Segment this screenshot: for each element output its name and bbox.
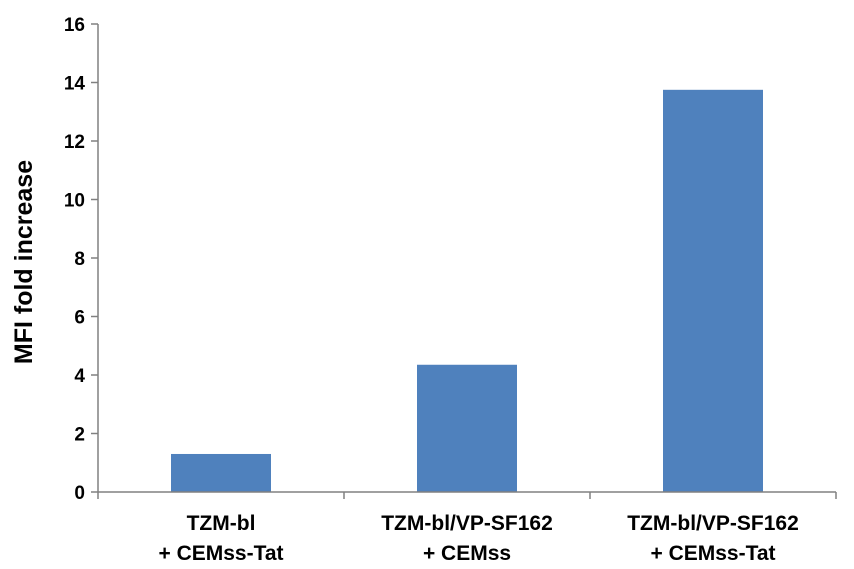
y-tick-label: 10 (64, 191, 85, 212)
x-category-label: TZM-bl + CEMss-Tat (158, 512, 283, 565)
x-axis: TZM-bl + CEMss-Tat TZM-bl/VP-SF162 + CEMss T… (97, 491, 837, 565)
y-tick-label: 0 (74, 483, 85, 504)
bars-group (171, 89, 763, 492)
y-tick-label: 8 (74, 249, 85, 270)
y-tick-label: 16 (64, 15, 85, 36)
bar-2 (417, 364, 517, 492)
x-category-label: TZM-bl/VP-SF162 + CEMss-Tat (627, 512, 799, 565)
y-tick-label: 12 (64, 132, 85, 153)
y-tick-label: 14 (64, 74, 86, 95)
y-tick-label: 6 (74, 308, 85, 329)
bar-1 (171, 453, 271, 492)
y-axis: 0 2 4 6 8 10 12 14 16 (64, 15, 99, 504)
bar-3 (663, 89, 763, 492)
y-tick-label: 2 (74, 425, 85, 446)
x-category-label: TZM-bl/VP-SF162 + CEMss (381, 512, 553, 565)
y-tick-label: 4 (74, 366, 85, 387)
y-axis-title: MFI fold increase (10, 160, 38, 364)
